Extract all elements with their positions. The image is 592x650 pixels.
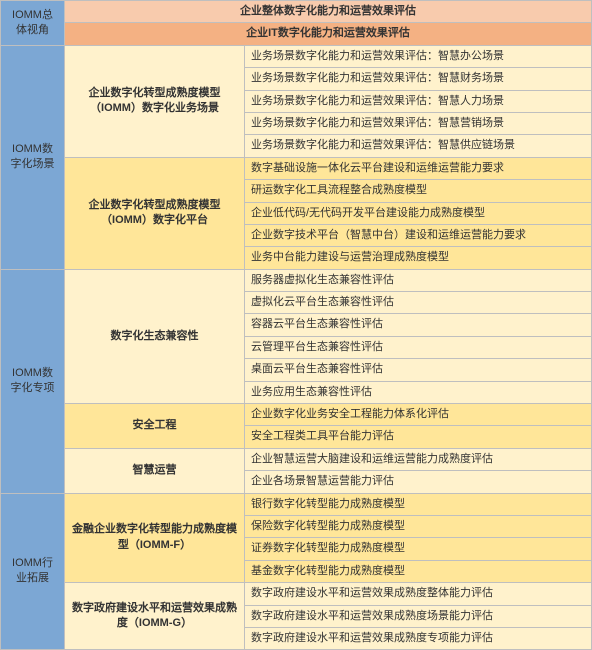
detail-1-0-1: 虚拟化云平台生态兼容性评估 — [245, 292, 592, 314]
detail-1-2-1: 企业各场景智慧运营能力评估 — [245, 471, 592, 493]
detail-1-0-4: 桌面云平台生态兼容性评估 — [245, 359, 592, 381]
detail-2-0-2: 证券数字化转型能力成熟度模型 — [245, 538, 592, 560]
group-label-1-0: 数字化生态兼容性 — [65, 269, 245, 403]
section-label-0: IOMM数字化场景 — [1, 45, 65, 269]
detail-1-0-3: 云管理平台生态兼容性评估 — [245, 336, 592, 358]
group-label-1-2: 智慧运营 — [65, 448, 245, 493]
detail-1-1-1: 安全工程类工具平台能力评估 — [245, 426, 592, 448]
detail-0-1-0: 数字基础设施一体化云平台建设和运维运营能力要求 — [245, 157, 592, 179]
section-label-2: IOMM行业拓展 — [1, 493, 65, 650]
group-label-0-1: 企业数字化转型成熟度模型（IOMM）数字化平台 — [65, 157, 245, 269]
detail-2-0-0: 银行数字化转型能力成熟度模型 — [245, 493, 592, 515]
group-label-1-1: 安全工程 — [65, 404, 245, 449]
detail-2-1-0: 数字政府建设水平和运营效果成熟度整体能力评估 — [245, 583, 592, 605]
detail-1-0-0: 服务器虚拟化生态兼容性评估 — [245, 269, 592, 291]
detail-0-0-2: 业务场景数字化能力和运营效果评估：智慧人力场景 — [245, 90, 592, 112]
detail-2-0-3: 基金数字化转型能力成熟度模型 — [245, 560, 592, 582]
group-label-2-0: 金融企业数字化转型能力成熟度模型（IOMM-F） — [65, 493, 245, 583]
detail-2-0-1: 保险数字化转型能力成熟度模型 — [245, 515, 592, 537]
group-label-2-1: 数字政府建设水平和运营效果成熟度（IOMM-G） — [65, 583, 245, 650]
detail-0-0-1: 业务场景数字化能力和运营效果评估：智慧财务场景 — [245, 68, 592, 90]
detail-0-0-0: 业务场景数字化能力和运营效果评估：智慧办公场景 — [245, 45, 592, 67]
detail-0-1-4: 业务中台能力建设与运营治理成熟度模型 — [245, 247, 592, 269]
detail-1-0-5: 业务应用生态兼容性评估 — [245, 381, 592, 403]
detail-0-1-1: 研运数字化工具流程整合成熟度模型 — [245, 180, 592, 202]
detail-2-1-1: 数字政府建设水平和运营效果成熟度场景能力评估 — [245, 605, 592, 627]
group-label-0-0: 企业数字化转型成熟度模型（IOMM）数字化业务场景 — [65, 45, 245, 157]
detail-0-0-3: 业务场景数字化能力和运营效果评估：智慧营销场景 — [245, 112, 592, 134]
iomm-table: IOMM总体视角企业整体数字化能力和运营效果评估企业IT数字化能力和运营效果评估… — [0, 0, 592, 650]
header-row-0: 企业整体数字化能力和运营效果评估 — [65, 1, 592, 23]
detail-0-1-3: 企业数字技术平台（智慧中台）建设和运维运营能力要求 — [245, 224, 592, 246]
detail-1-1-0: 企业数字化业务安全工程能力体系化评估 — [245, 404, 592, 426]
header-row-1: 企业IT数字化能力和运营效果评估 — [65, 23, 592, 45]
detail-0-1-2: 企业低代码/无代码开发平台建设能力成熟度模型 — [245, 202, 592, 224]
header-left: IOMM总体视角 — [1, 1, 65, 46]
detail-2-1-2: 数字政府建设水平和运营效果成熟度专项能力评估 — [245, 627, 592, 649]
detail-0-0-4: 业务场景数字化能力和运营效果评估：智慧供应链场景 — [245, 135, 592, 157]
detail-1-2-0: 企业智慧运营大脑建设和运维运营能力成熟度评估 — [245, 448, 592, 470]
section-label-1: IOMM数字化专项 — [1, 269, 65, 493]
detail-1-0-2: 容器云平台生态兼容性评估 — [245, 314, 592, 336]
